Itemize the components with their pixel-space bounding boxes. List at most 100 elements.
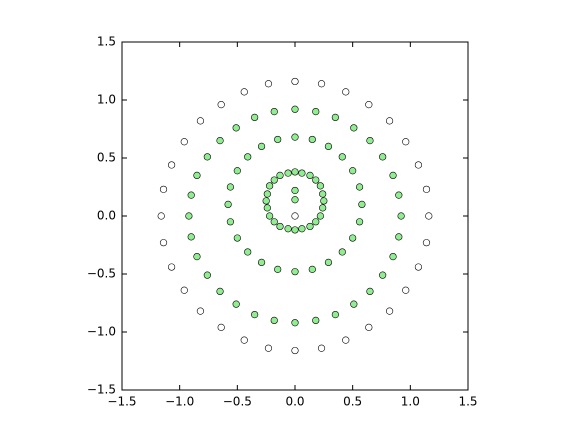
point (291, 133, 299, 141)
point (397, 212, 405, 220)
point (159, 185, 168, 193)
point (185, 212, 193, 220)
point (291, 168, 299, 176)
point (355, 183, 364, 191)
point (216, 137, 224, 145)
point (264, 344, 273, 352)
point (366, 287, 374, 296)
point (358, 200, 366, 208)
point (291, 105, 299, 113)
point (276, 171, 284, 179)
point (251, 113, 259, 121)
point (257, 258, 266, 267)
point (349, 167, 357, 175)
point (276, 222, 284, 231)
x-tick-label: 0.5 (343, 395, 362, 409)
point (291, 319, 299, 327)
point (196, 307, 205, 315)
point (349, 234, 357, 242)
point (342, 88, 350, 96)
point (316, 212, 324, 220)
x-tick-label: −0.5 (223, 395, 252, 409)
point (193, 253, 201, 261)
point (291, 226, 299, 234)
point (217, 323, 225, 331)
point (422, 239, 431, 247)
point (266, 212, 274, 220)
point (226, 183, 235, 191)
point (274, 135, 282, 144)
point (233, 234, 241, 242)
y-tick-label: 0.5 (97, 151, 116, 165)
point (270, 316, 278, 325)
point (196, 117, 205, 125)
point (262, 197, 270, 205)
point (159, 239, 168, 247)
point (217, 101, 225, 109)
point (414, 161, 423, 169)
point (366, 137, 374, 145)
y-tick-label: −0.5 (87, 267, 116, 281)
x-tick-label: 1.5 (458, 395, 477, 409)
y-tick-label: 1.5 (97, 35, 116, 49)
point (291, 212, 299, 220)
point (379, 153, 387, 161)
point (350, 300, 358, 308)
x-tick-label: 0.0 (285, 395, 304, 409)
point (312, 316, 320, 325)
point (203, 153, 211, 161)
point (251, 311, 259, 319)
point (291, 196, 299, 204)
point (338, 153, 346, 161)
point (270, 176, 278, 184)
point (312, 176, 320, 184)
y-tick-label: −1.0 (87, 325, 116, 339)
point (306, 222, 314, 231)
point (232, 124, 240, 132)
point (331, 311, 339, 319)
point (395, 233, 403, 241)
point (291, 346, 299, 355)
y-tick-label: −1.5 (87, 383, 116, 397)
point (308, 265, 316, 273)
point (232, 300, 240, 308)
point (291, 77, 299, 86)
point (317, 344, 326, 352)
point (338, 248, 346, 256)
point (319, 204, 327, 212)
point (342, 336, 350, 344)
point (167, 263, 176, 271)
point (157, 212, 165, 220)
point (355, 218, 364, 226)
point (320, 197, 328, 205)
point (389, 171, 397, 179)
point (263, 204, 271, 212)
point (266, 182, 274, 190)
point (233, 167, 241, 175)
point (312, 107, 320, 116)
y-tick-label: 0.0 (97, 209, 116, 223)
plot-frame (121, 41, 469, 391)
point (365, 323, 373, 331)
point (240, 336, 248, 344)
point (402, 286, 410, 294)
point (365, 101, 373, 109)
point (291, 186, 299, 195)
point (187, 191, 195, 199)
point (167, 161, 176, 169)
point (270, 218, 278, 226)
point (284, 169, 292, 177)
point (216, 287, 224, 296)
point (422, 185, 431, 193)
point (308, 135, 316, 144)
point (317, 80, 326, 88)
point (244, 248, 252, 256)
point (270, 107, 278, 116)
point (316, 182, 324, 190)
point (226, 218, 235, 226)
point (187, 233, 195, 241)
point (312, 218, 320, 226)
point (244, 153, 252, 161)
